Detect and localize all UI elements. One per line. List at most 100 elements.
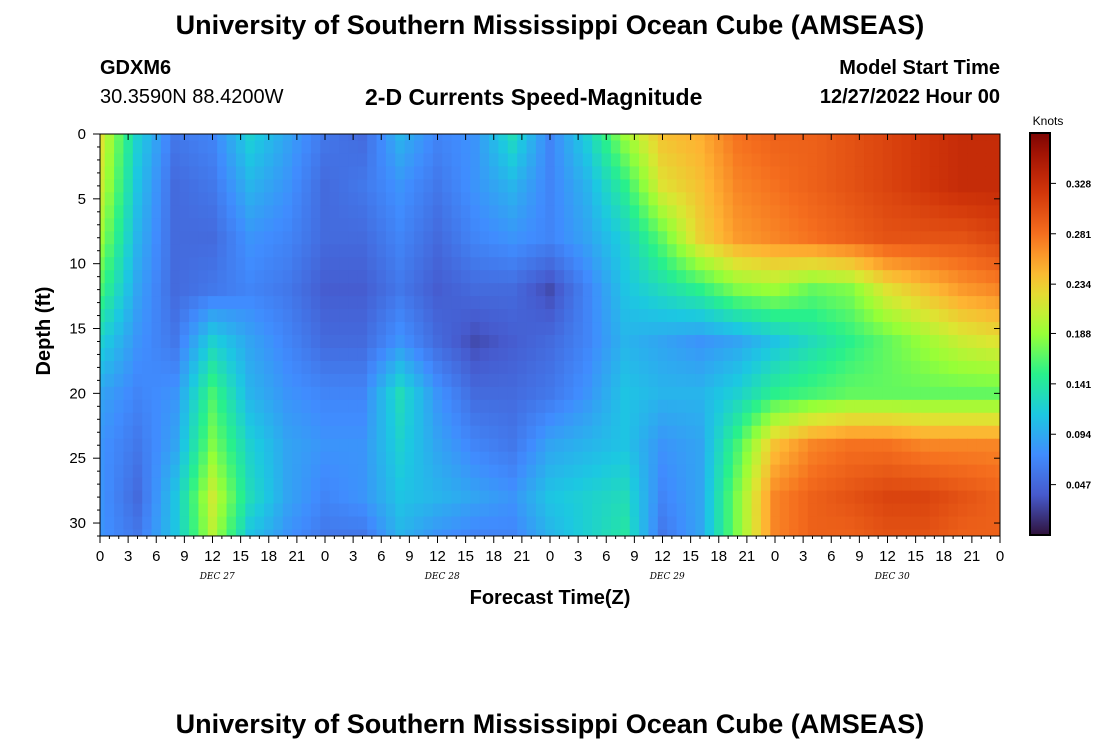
heatmap-cell bbox=[639, 438, 650, 453]
heatmap-cell bbox=[301, 309, 312, 323]
heatmap-cell bbox=[235, 296, 246, 310]
heatmap-cell bbox=[357, 296, 368, 310]
heatmap-cell bbox=[967, 205, 978, 219]
heatmap-cell bbox=[535, 451, 546, 466]
heatmap-cell bbox=[939, 490, 950, 505]
heatmap-cell bbox=[789, 477, 800, 492]
heatmap-cell bbox=[132, 134, 143, 142]
heatmap-cell bbox=[170, 360, 181, 375]
heatmap-cell bbox=[217, 153, 228, 168]
heatmap-cell bbox=[226, 335, 237, 349]
heatmap-cell bbox=[385, 464, 396, 479]
heatmap-cell bbox=[320, 153, 331, 168]
heatmap-cell bbox=[732, 166, 743, 180]
heatmap-cell bbox=[751, 335, 762, 349]
heatmap-cell bbox=[123, 490, 134, 505]
heatmap-cell bbox=[376, 244, 387, 258]
heatmap-cell bbox=[779, 490, 790, 505]
heatmap-cell bbox=[104, 257, 115, 271]
heatmap-cell bbox=[142, 205, 153, 219]
heatmap-cell bbox=[714, 490, 725, 505]
heatmap-cell bbox=[282, 179, 293, 193]
heatmap-cell bbox=[160, 425, 171, 440]
heatmap-cell bbox=[976, 503, 987, 518]
heatmap-cell bbox=[714, 477, 725, 492]
heatmap-cell bbox=[685, 451, 696, 466]
heatmap-cell bbox=[817, 451, 828, 466]
heatmap-cell bbox=[667, 335, 678, 349]
heatmap-cell bbox=[423, 516, 434, 531]
heatmap-cell bbox=[348, 386, 359, 401]
heatmap-cell bbox=[357, 412, 368, 427]
heatmap-cell bbox=[142, 231, 153, 245]
heatmap-cell bbox=[535, 231, 546, 245]
heatmap-cell bbox=[835, 464, 846, 479]
heatmap-cell bbox=[385, 335, 396, 349]
x-tick-label: 0 bbox=[321, 548, 329, 565]
heatmap-cell bbox=[404, 464, 415, 479]
heatmap-cell bbox=[732, 205, 743, 219]
heatmap-cell bbox=[357, 451, 368, 466]
heatmap-cell bbox=[376, 283, 387, 297]
heatmap-cell bbox=[273, 335, 284, 349]
heatmap-cell bbox=[254, 516, 265, 531]
heatmap-cell bbox=[385, 451, 396, 466]
heatmap-cell bbox=[123, 140, 134, 155]
heatmap-cell bbox=[170, 399, 181, 414]
heatmap-cell bbox=[685, 412, 696, 427]
heatmap-cell bbox=[348, 231, 359, 245]
heatmap-cell bbox=[592, 270, 603, 284]
heatmap-cell bbox=[132, 503, 143, 518]
heatmap-cell bbox=[873, 503, 884, 518]
heatmap-cell bbox=[367, 192, 378, 206]
heatmap-cell bbox=[395, 425, 406, 440]
heatmap-cell bbox=[779, 399, 790, 414]
heatmap-cell bbox=[760, 166, 771, 180]
heatmap-cell bbox=[470, 425, 481, 440]
heatmap-cell bbox=[826, 335, 837, 349]
heatmap-cell bbox=[601, 179, 612, 193]
heatmap-cell bbox=[995, 490, 1000, 505]
heatmap-cell bbox=[573, 335, 584, 349]
heatmap-cell bbox=[554, 218, 565, 232]
heatmap-cell bbox=[770, 322, 781, 336]
heatmap-cell bbox=[610, 231, 621, 245]
heatmap-cell bbox=[292, 425, 303, 440]
heatmap-cell bbox=[526, 451, 537, 466]
x-tick-label: 6 bbox=[602, 548, 610, 565]
heatmap-cell bbox=[807, 166, 818, 180]
heatmap-cell bbox=[704, 283, 715, 297]
heatmap-cell bbox=[132, 347, 143, 362]
heatmap-cell bbox=[198, 166, 209, 180]
heatmap-cell bbox=[104, 140, 115, 155]
heatmap-cell bbox=[742, 360, 753, 375]
heatmap-cell bbox=[339, 347, 350, 362]
heatmap-cell bbox=[114, 140, 125, 155]
heatmap-cell bbox=[245, 309, 256, 323]
heatmap-cell bbox=[104, 192, 115, 206]
heatmap-cell bbox=[170, 231, 181, 245]
heatmap-cell bbox=[807, 399, 818, 414]
heatmap-cell bbox=[714, 412, 725, 427]
heatmap-cell bbox=[957, 257, 968, 271]
heatmap-cell bbox=[845, 373, 856, 388]
heatmap-cell bbox=[226, 140, 237, 155]
heatmap-cell bbox=[629, 360, 640, 375]
heatmap-cell bbox=[873, 218, 884, 232]
heatmap-cell bbox=[451, 179, 462, 193]
heatmap-cell bbox=[835, 166, 846, 180]
heatmap-cell bbox=[395, 347, 406, 362]
heatmap-cell bbox=[479, 218, 490, 232]
heatmap-cell bbox=[610, 322, 621, 336]
heatmap-cell bbox=[985, 153, 996, 168]
heatmap-cell bbox=[864, 231, 875, 245]
heatmap-cell bbox=[817, 283, 828, 297]
heatmap-cell bbox=[639, 451, 650, 466]
heatmap-cell bbox=[217, 296, 228, 310]
heatmap-cell bbox=[310, 490, 321, 505]
heatmap-cell bbox=[282, 425, 293, 440]
heatmap-cell bbox=[367, 438, 378, 453]
heatmap-cell bbox=[882, 399, 893, 414]
heatmap-cell bbox=[142, 386, 153, 401]
heatmap-cell bbox=[451, 425, 462, 440]
